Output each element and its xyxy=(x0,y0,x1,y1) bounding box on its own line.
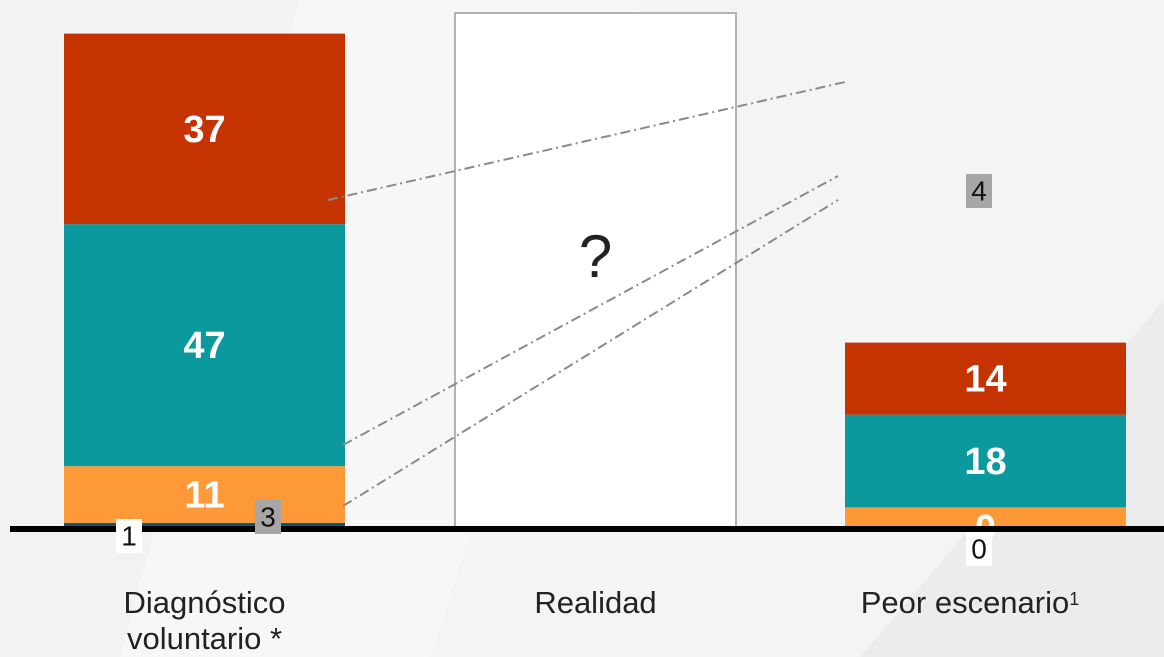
footnote-marker: 1 xyxy=(1069,589,1080,609)
connector-line-teal xyxy=(342,175,839,446)
data-label-dark-blue-2-box xyxy=(966,532,992,566)
bar-segment-teal-0 xyxy=(64,224,345,467)
data-label-small-gray-0-box xyxy=(255,500,281,534)
connector-line-red xyxy=(327,81,846,201)
bar-segment-dark-blue-0 xyxy=(64,522,345,528)
bar-segment-teal-2 xyxy=(845,414,1126,508)
category-label-peor-escenario: Peor escenario1 xyxy=(860,585,1080,620)
data-label-orange-2: 4 xyxy=(971,176,987,207)
data-label-teal-0: 47 xyxy=(183,325,225,367)
category-label-realidad: Realidad xyxy=(534,585,657,620)
data-label-red-2: 14 xyxy=(964,359,1006,401)
category-label-diagnostico: Diagnóstico voluntario * xyxy=(123,585,286,656)
data-label-orange-2-box xyxy=(966,174,992,208)
bar-segment-orange-0 xyxy=(64,466,345,523)
bar-unknown-outline xyxy=(454,12,737,529)
data-label-orange-0: 11 xyxy=(184,475,224,517)
data-label-red-0: 37 xyxy=(183,109,225,151)
bar-segment-red-2 xyxy=(845,342,1126,415)
bar-segment-red-0 xyxy=(64,33,345,225)
connector-line-orange xyxy=(342,199,839,507)
data-label-small-gray-0: 3 xyxy=(260,502,276,533)
bar-segment-orange-2 xyxy=(845,507,1126,528)
data-label-dark-blue-0: 1 xyxy=(121,521,137,552)
unknown-marker-label: ? xyxy=(579,223,612,290)
data-label-teal-2: 18 xyxy=(964,441,1006,483)
data-label-dark-blue-0-box xyxy=(116,519,142,553)
data-label-dark-blue-2: 0 xyxy=(971,534,987,565)
